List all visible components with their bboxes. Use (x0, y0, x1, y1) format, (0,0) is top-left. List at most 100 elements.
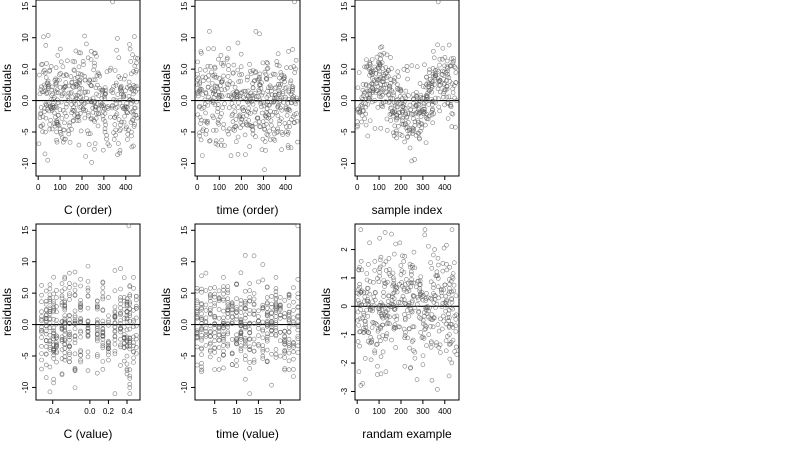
data-point (414, 89, 419, 95)
data-point (446, 373, 452, 379)
data-point (391, 282, 397, 288)
data-point (199, 87, 205, 93)
data-point (54, 129, 59, 135)
data-point (269, 310, 274, 315)
data-point (61, 127, 66, 133)
data-point (435, 0, 441, 5)
data-point (43, 344, 49, 349)
data-point (449, 63, 454, 69)
data-point (71, 85, 76, 90)
data-point (275, 105, 281, 110)
data-point (133, 323, 139, 329)
data-point (199, 369, 204, 375)
data-point (69, 110, 75, 115)
data-point (435, 255, 441, 261)
data-point (263, 148, 268, 153)
data-point (356, 369, 362, 374)
data-point (216, 95, 222, 101)
data-point (420, 353, 426, 359)
data-point (219, 111, 224, 116)
data-point (450, 337, 456, 343)
data-point (76, 142, 82, 148)
data-point (72, 292, 78, 298)
data-point (243, 253, 248, 258)
data-point (406, 302, 411, 308)
y-tick-label: 15 (180, 225, 189, 234)
data-point (396, 300, 401, 305)
data-point (358, 258, 364, 264)
data-point (415, 119, 421, 125)
data-point (124, 101, 129, 106)
data-point (238, 343, 244, 349)
data-point (243, 305, 248, 311)
data-point (72, 287, 78, 293)
data-point (238, 51, 244, 57)
data-point (41, 34, 46, 40)
data-point (100, 330, 106, 336)
data-point (284, 124, 289, 129)
data-point (243, 120, 249, 125)
data-point (51, 330, 56, 336)
data-point (238, 335, 244, 340)
data-point (243, 338, 248, 344)
data-point (253, 134, 258, 139)
data-point (372, 259, 378, 264)
data-point (123, 104, 129, 110)
data-point (387, 273, 393, 278)
data-point (443, 70, 449, 75)
data-point (234, 281, 239, 287)
data-point (72, 68, 77, 73)
data-point (264, 301, 270, 307)
data-point (442, 63, 447, 69)
data-point (429, 109, 435, 115)
data-point (265, 132, 271, 138)
data-point (100, 359, 106, 364)
data-point (50, 105, 55, 110)
data-point (70, 107, 75, 113)
data-point (221, 338, 226, 344)
data-point (121, 105, 127, 111)
data-point (230, 119, 236, 124)
data-point (415, 118, 421, 123)
data-point (113, 80, 119, 86)
data-point (409, 272, 414, 277)
data-point (100, 285, 106, 290)
data-point (246, 110, 251, 115)
data-point (131, 355, 136, 361)
data-point (411, 324, 417, 330)
data-point (130, 91, 136, 97)
data-point (225, 315, 231, 320)
data-point (54, 340, 59, 345)
data-point (359, 267, 365, 273)
data-point (393, 325, 398, 331)
data-point (404, 63, 410, 69)
data-point (202, 97, 208, 103)
data-point (365, 102, 371, 107)
data-point (125, 137, 130, 142)
data-point (62, 274, 68, 280)
data-point (43, 301, 49, 307)
data-point (95, 82, 100, 88)
data-point (437, 56, 443, 62)
data-point (428, 344, 434, 350)
data-point (435, 387, 440, 392)
data-point (114, 111, 120, 117)
x-tick-label: 100 (53, 183, 67, 192)
data-point (43, 328, 49, 334)
data-point (267, 83, 273, 89)
data-point (355, 85, 361, 91)
data-point (444, 242, 449, 248)
data-point (38, 123, 44, 129)
y-tick-label: 1 (340, 275, 349, 280)
data-point (239, 117, 245, 122)
data-point (410, 337, 416, 343)
data-point (132, 63, 138, 69)
data-point (389, 66, 394, 71)
data-point (252, 70, 258, 76)
data-point (264, 311, 270, 317)
data-point (72, 321, 78, 326)
data-point (402, 99, 408, 104)
data-point (54, 137, 59, 143)
data-point (112, 268, 118, 273)
data-point (242, 132, 248, 138)
